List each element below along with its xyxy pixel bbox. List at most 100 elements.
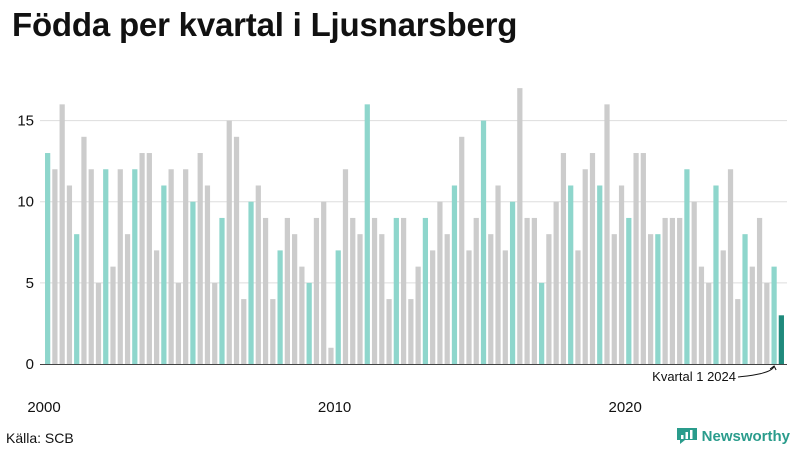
bar — [727, 169, 734, 364]
bar — [313, 217, 320, 364]
bar — [386, 299, 392, 364]
bar — [248, 201, 254, 364]
annotation-text: Kvartal 1 2024 — [652, 369, 736, 384]
bar — [502, 250, 508, 364]
bar — [437, 201, 443, 364]
bar — [669, 217, 676, 364]
bar — [117, 169, 123, 364]
bar — [204, 185, 211, 364]
annotation-arrow — [737, 365, 777, 378]
bar — [495, 185, 501, 364]
annotation: Kvartal 1 2024 — [652, 365, 777, 384]
bar — [59, 104, 65, 364]
bar — [691, 201, 697, 364]
bar — [277, 250, 283, 364]
bar — [444, 234, 450, 364]
bar — [233, 136, 240, 364]
bar — [408, 299, 414, 364]
bar-chart: 0 5 10 15 2000 2010 2020 Kvartal 1 2024 — [17, 88, 787, 416]
bar — [175, 282, 182, 364]
newsworthy-logo-icon — [676, 428, 697, 444]
bar — [153, 250, 160, 364]
bar — [422, 217, 429, 364]
bar — [371, 217, 378, 364]
bar — [677, 217, 683, 364]
bar — [241, 299, 247, 364]
bar — [103, 169, 109, 364]
y-tick-label: 15 — [17, 113, 34, 130]
bar — [735, 299, 741, 364]
bar — [633, 153, 639, 364]
bar — [720, 250, 726, 364]
bar — [430, 250, 436, 364]
bar — [161, 185, 167, 364]
bar — [756, 217, 763, 364]
bar — [647, 234, 654, 364]
bar — [306, 282, 312, 364]
bar — [517, 88, 523, 365]
bar — [95, 282, 102, 364]
bar — [611, 234, 617, 364]
axes: 0 5 10 15 2000 2010 2020 — [17, 113, 787, 416]
bar — [292, 234, 298, 364]
bar — [568, 185, 574, 364]
bar — [546, 234, 552, 364]
bar — [589, 153, 596, 364]
bar — [524, 217, 530, 364]
bar — [655, 234, 661, 364]
bar — [357, 234, 363, 364]
bar — [321, 201, 327, 364]
bar — [110, 266, 116, 364]
bar — [684, 169, 690, 364]
bar — [342, 169, 349, 364]
bar — [364, 104, 370, 364]
bar — [74, 234, 80, 364]
bar — [66, 185, 73, 364]
bar — [415, 266, 421, 364]
bar — [626, 217, 632, 364]
bar — [713, 185, 719, 364]
bar — [52, 169, 58, 364]
bar — [212, 282, 218, 364]
bar — [451, 185, 458, 364]
bar — [219, 217, 225, 364]
y-tick-label: 10 — [17, 194, 34, 211]
bar — [488, 234, 494, 364]
bar — [190, 201, 196, 364]
bar — [764, 282, 770, 364]
source-note: Källa: SCB — [6, 430, 74, 446]
bar — [480, 120, 487, 364]
brand-logo[interactable]: Newsworthy — [676, 427, 790, 445]
bar — [575, 250, 581, 364]
bar — [379, 234, 385, 364]
bar — [742, 234, 748, 364]
x-tick-label: 2000 — [27, 399, 60, 416]
chart-title: Födda per kvartal i Ljusnarsberg — [12, 6, 518, 43]
bar — [400, 217, 407, 364]
bar — [662, 217, 668, 364]
bar — [183, 169, 189, 364]
bar — [706, 282, 712, 364]
x-tick-label: 2010 — [318, 399, 351, 416]
bar — [132, 169, 138, 364]
bar — [197, 153, 203, 364]
bar — [284, 217, 290, 364]
bar — [553, 201, 559, 364]
bar — [698, 266, 705, 364]
bar — [539, 282, 545, 364]
bar — [771, 266, 777, 364]
bar — [81, 136, 87, 364]
bar — [618, 185, 625, 364]
bar — [88, 169, 94, 364]
bar — [168, 169, 174, 364]
bar — [560, 153, 567, 364]
bar — [328, 347, 334, 364]
bar — [640, 153, 646, 364]
x-tick-label: 2020 — [609, 399, 642, 416]
bar — [778, 315, 784, 364]
bar — [335, 250, 341, 364]
bar — [262, 217, 269, 364]
bar — [749, 266, 755, 364]
y-tick-label: 5 — [26, 275, 34, 292]
bar — [604, 104, 610, 364]
